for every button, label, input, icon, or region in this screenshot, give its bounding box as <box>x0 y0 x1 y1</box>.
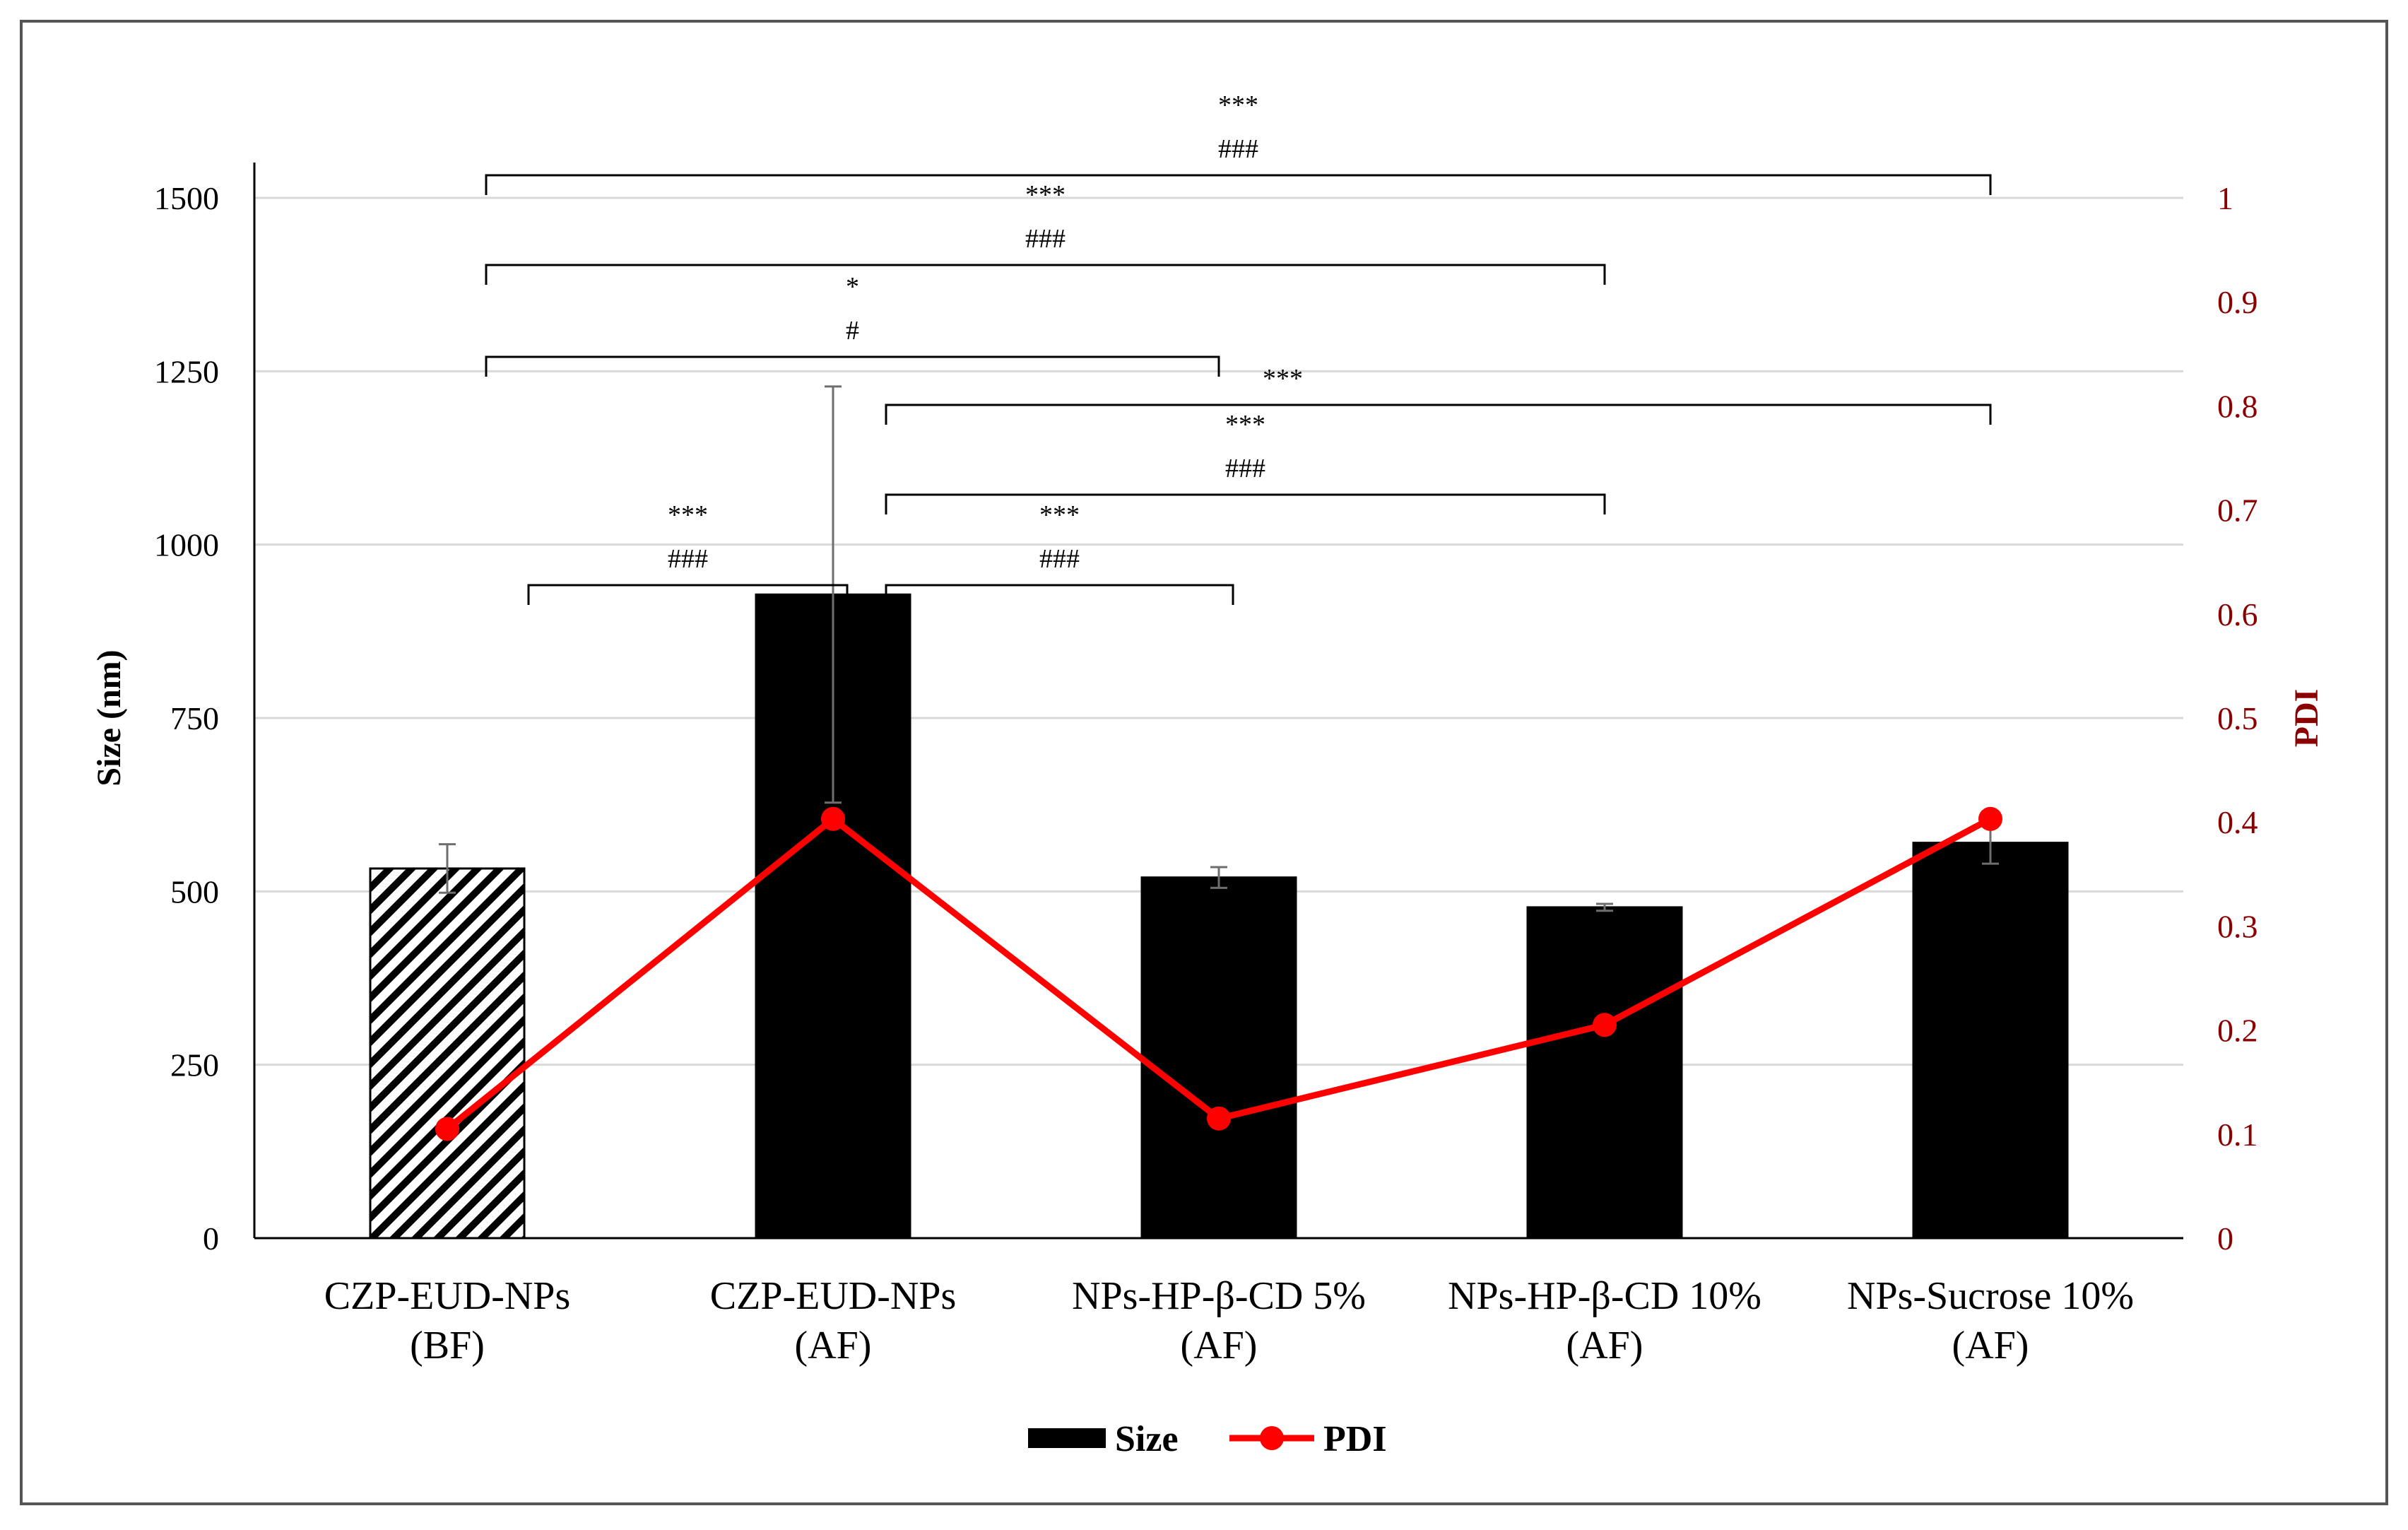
significance-bracket <box>885 404 1992 425</box>
y-right-tick-label: 0.2 <box>2217 1013 2258 1049</box>
y-left-tick-label: 1500 <box>154 180 219 216</box>
x-category-label: NPs-HP-β-CD 10% <box>1448 1274 1761 1318</box>
significance-bracket <box>485 174 1992 195</box>
y-left-tick-label: 750 <box>170 700 219 736</box>
y-left-tick-label: 500 <box>170 873 219 910</box>
legend-swatch-size <box>1028 1428 1106 1448</box>
point-pdi <box>821 806 845 831</box>
y-right-tick-label: 0.6 <box>2217 596 2258 632</box>
x-category-label: (AF) <box>1952 1324 2029 1367</box>
y-left-tick-label: 1250 <box>154 353 219 389</box>
x-category-label: NPs-Sucrose 10% <box>1847 1274 2134 1318</box>
x-category-label: NPs-HP-β-CD 5% <box>1072 1274 1366 1318</box>
legend-swatch-pdi-marker <box>1260 1426 1284 1450</box>
y-right-tick-label: 0.9 <box>2217 284 2258 320</box>
y-right-tick-label: 0.8 <box>2217 388 2258 424</box>
y-left-tick-label: 1000 <box>154 527 219 563</box>
significance-label: ### <box>1225 454 1265 483</box>
y-right-tick-label: 0.1 <box>2217 1117 2258 1153</box>
point-pdi <box>1978 806 2002 831</box>
significance-label: *** <box>1025 180 1066 210</box>
significance-label: * <box>846 272 859 302</box>
y-left-axis-title: Size (nm) <box>90 649 128 786</box>
significance-label: *** <box>668 500 708 530</box>
legend-label-pdi: PDI <box>1323 1419 1387 1459</box>
significance-label: *** <box>1039 500 1080 530</box>
significance-bracket <box>527 584 849 605</box>
legend-label-size: Size <box>1115 1419 1179 1459</box>
y-right-tick-label: 0.3 <box>2217 908 2258 944</box>
significance-label: ### <box>1025 224 1066 254</box>
bar-size <box>369 867 526 1240</box>
bar-size <box>1140 876 1297 1240</box>
significance-label: *** <box>1225 410 1265 440</box>
y-right-axis-title: PDI <box>2288 689 2325 748</box>
x-category-label: (AF) <box>1566 1324 1643 1367</box>
significance-bracket <box>885 584 1234 605</box>
y-right-tick-label: 0.5 <box>2217 700 2258 736</box>
y-left-tick-label: 250 <box>170 1047 219 1083</box>
y-left-tick-label: 0 <box>203 1220 219 1257</box>
significance-label: ### <box>1039 544 1080 574</box>
significance-label: *** <box>1218 90 1258 120</box>
y-right-tick-label: 0.7 <box>2217 493 2258 529</box>
x-category-label: (AF) <box>1181 1324 1258 1367</box>
significance-bracket <box>485 355 1220 377</box>
significance-label: *** <box>1263 364 1303 394</box>
significance-label: # <box>846 316 859 346</box>
y-right-tick-label: 0 <box>2217 1220 2233 1257</box>
x-category-label: (BF) <box>410 1324 485 1367</box>
significance-bracket <box>485 264 1606 285</box>
x-category-label: (AF) <box>795 1324 872 1367</box>
point-pdi <box>435 1117 459 1141</box>
significance-label: ### <box>1218 134 1258 164</box>
significance-bracket <box>885 493 1606 514</box>
point-pdi <box>1593 1013 1617 1037</box>
x-category-label: CZP-EUD-NPs <box>710 1274 956 1318</box>
y-right-tick-label: 0.4 <box>2217 804 2258 840</box>
y-right-tick-label: 1 <box>2217 180 2233 216</box>
figure-frame <box>20 20 2388 1505</box>
bar-size <box>1526 906 1683 1240</box>
significance-label: ### <box>668 544 708 574</box>
point-pdi <box>1207 1106 1231 1131</box>
x-category-label: CZP-EUD-NPs <box>324 1274 570 1318</box>
bar-size <box>1912 842 2069 1240</box>
